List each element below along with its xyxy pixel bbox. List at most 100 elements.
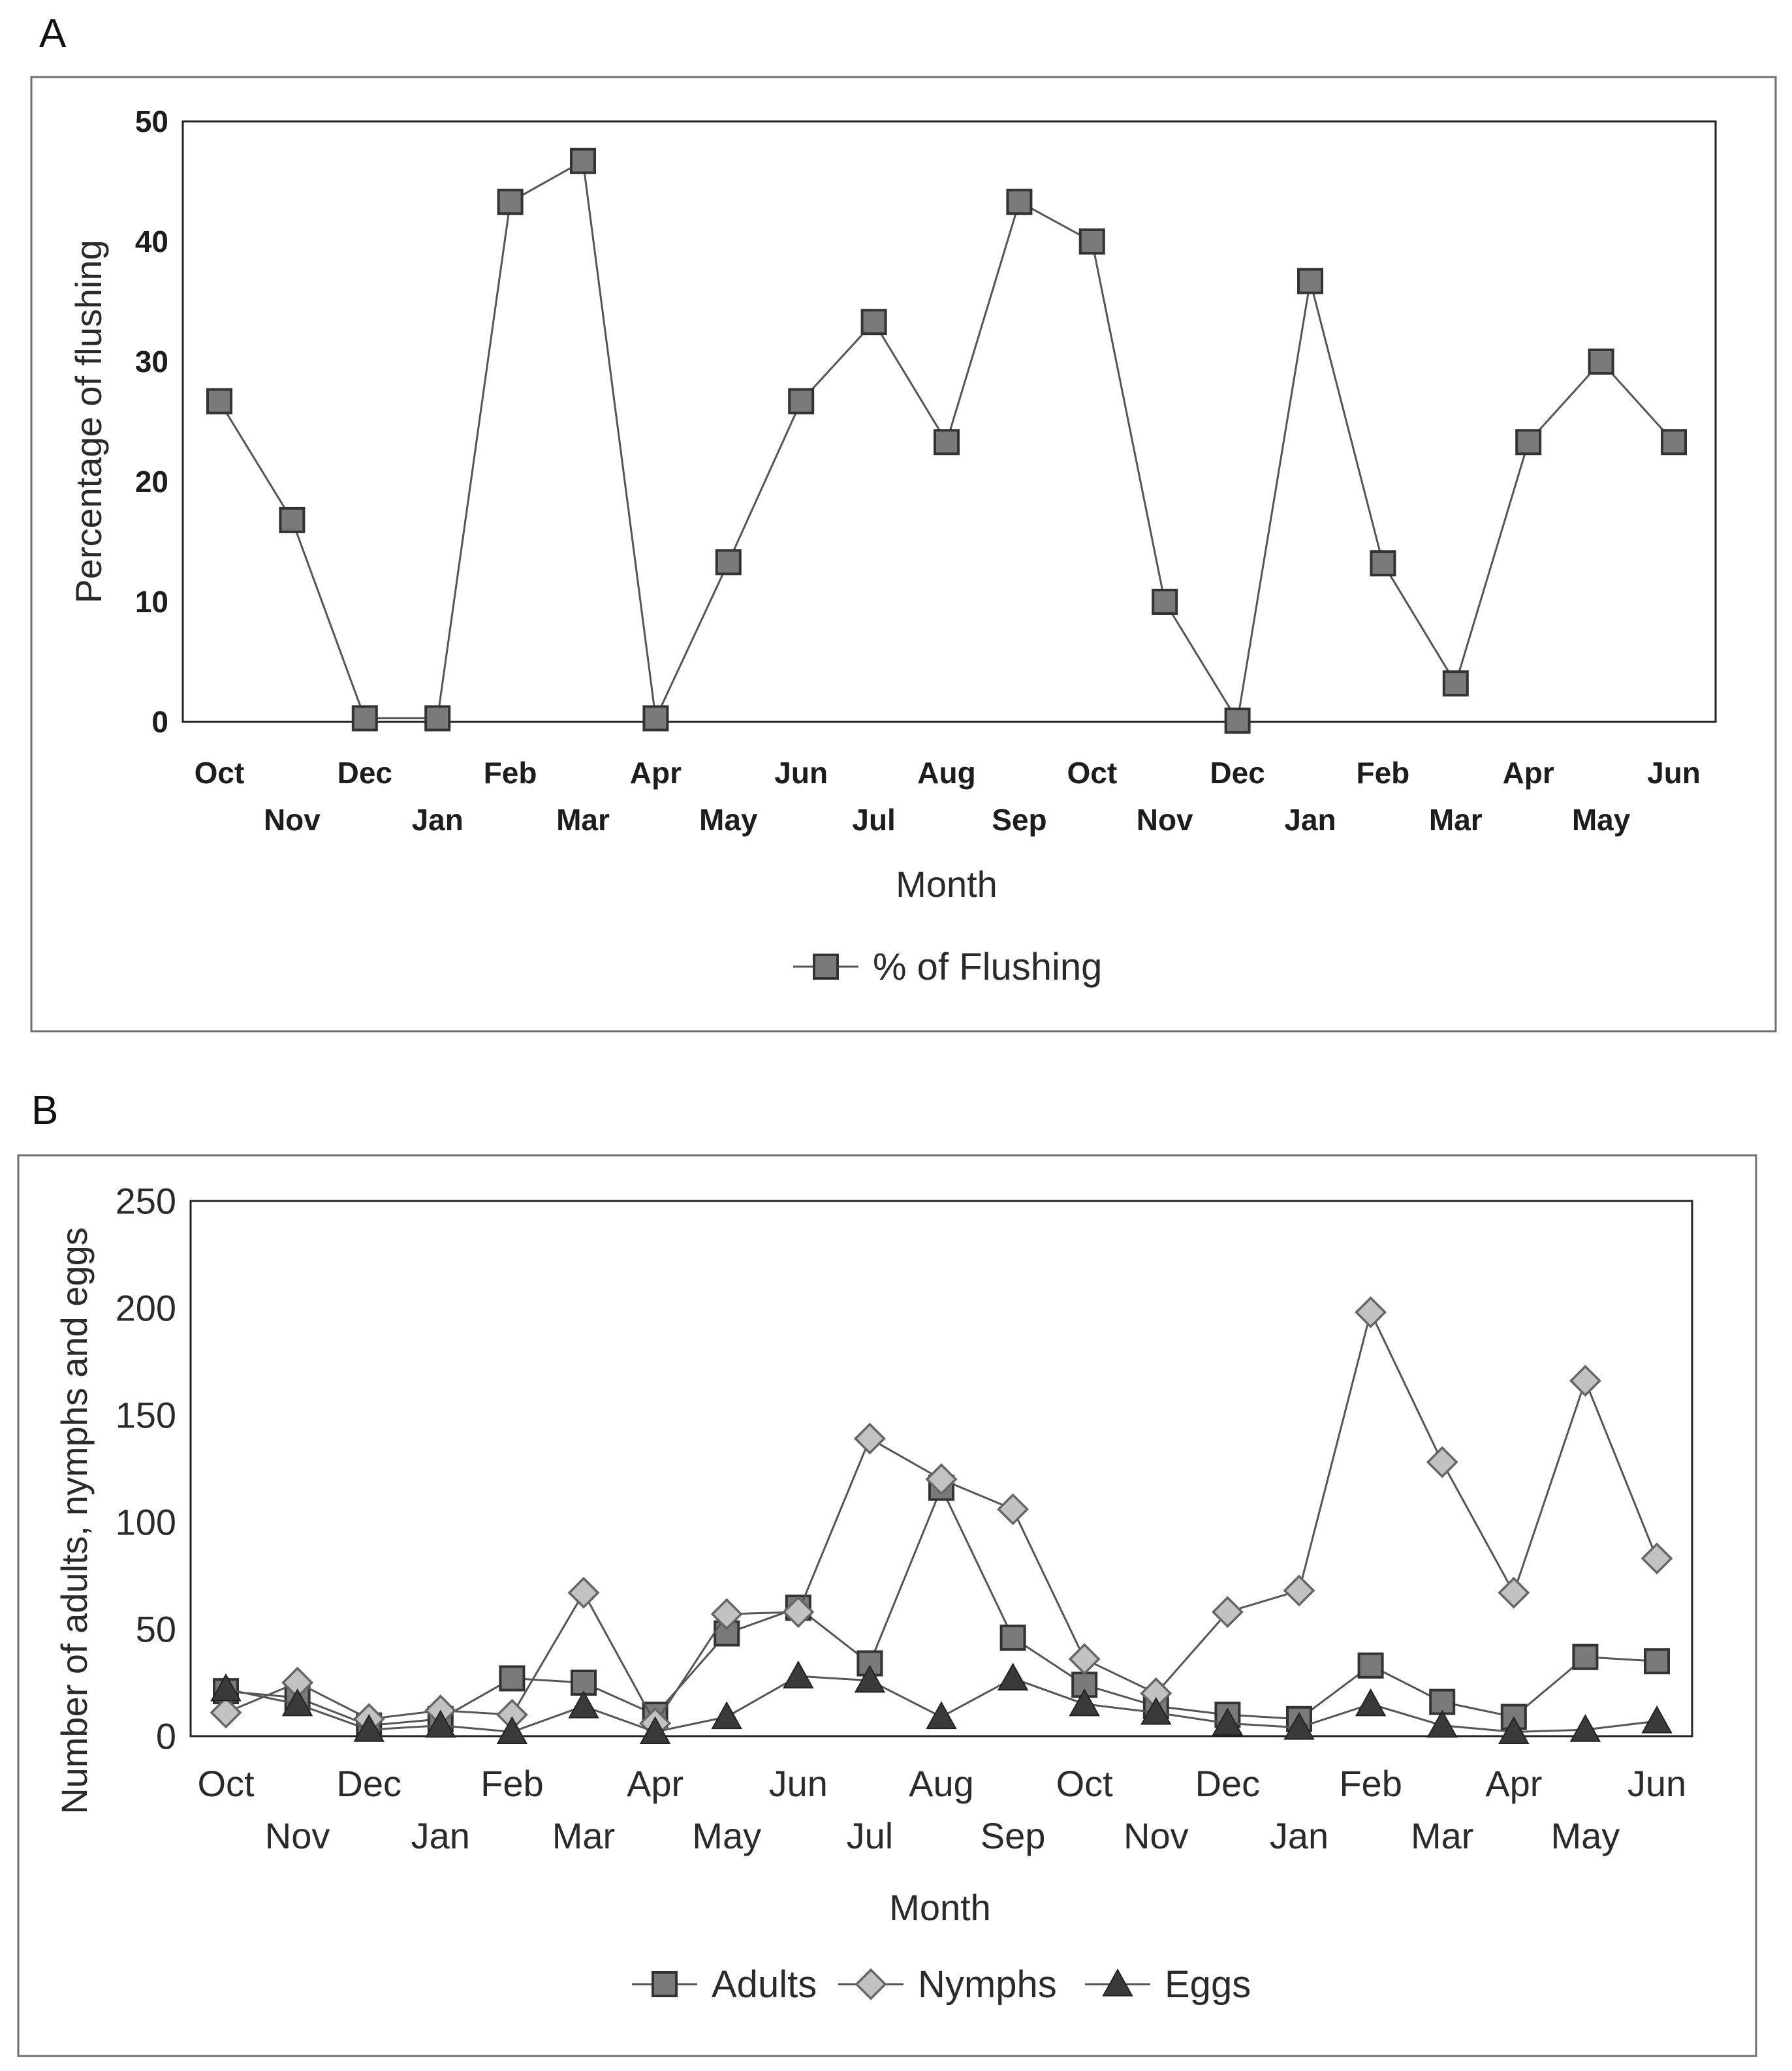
panel-b-x-tick-11: Sep (981, 1815, 1046, 1856)
panel-a-letter: A (39, 11, 67, 56)
panel-b-nymphs-point-11 (997, 1493, 1030, 1525)
panel-b-y-tick-labels: 0 50 100 150 200 250 (116, 1181, 176, 1757)
panel-b-nymphs-point-0 (210, 1696, 242, 1729)
panel-b-eggs-point-7 (711, 1701, 742, 1730)
panel-b-legend: Adults Nymphs Eggs (632, 1963, 1251, 2006)
panel-b-eggs-point-19 (1569, 1714, 1601, 1742)
panel-a-series (206, 148, 1687, 734)
panel-a-of-flushing-point-4 (497, 189, 524, 215)
panel-a-of-flushing-point-16 (1370, 550, 1396, 577)
panel-b-x-tick-13: Nov (1124, 1815, 1189, 1856)
panel-a-y-tick-0: 0 (151, 705, 168, 739)
panel-b-plot-area (189, 1200, 1693, 1737)
panel-a-of-flushing-point-5 (570, 148, 596, 174)
panel-a-x-tick-13: Nov (1137, 803, 1193, 837)
panel-a-y-tick-labels: 0 10 20 30 40 50 (135, 104, 168, 739)
panel-a-of-flushing-point-2 (351, 705, 378, 732)
panel-b-adults-point-17 (1429, 1689, 1456, 1715)
panel-b-x-tick-5: Mar (552, 1815, 615, 1856)
panel-b-legend-eggs-label: Eggs (1165, 1963, 1251, 2006)
panel-b-x-tick-1: Nov (265, 1815, 330, 1856)
panel-a-x-tick-3: Jan (412, 803, 464, 837)
panel-b-eggs-point-2 (353, 1714, 385, 1742)
panel-b-nymphs-point-8 (782, 1596, 815, 1628)
panel-b-legend-nymphs-marker (855, 1968, 887, 2001)
panel-b-x-tick-15: Jan (1270, 1815, 1328, 1856)
panel-a-frame (30, 76, 1777, 1033)
panel-b-eggs-point-12 (1069, 1688, 1100, 1717)
panel-b-nymphs-point-5 (567, 1576, 600, 1609)
panel-b-y-axis-title: Number of adults, nymphs and eggs (54, 1227, 95, 1814)
panel-b-eggs-point-15 (1283, 1711, 1315, 1740)
panel-b-adults-point-4 (499, 1665, 526, 1692)
panel-b-adults-point-20 (1644, 1648, 1670, 1675)
panel-a-x-axis-title: Month (896, 864, 998, 905)
panel-b-letter: B (31, 1088, 58, 1133)
panel-a-of-flushing-point-8 (788, 388, 815, 414)
panel-b-legend-eggs-marker (1102, 1968, 1133, 1997)
panel-b-eggs-point-18 (1498, 1716, 1530, 1745)
panel-a-x-tick-4: Feb (484, 756, 537, 790)
panel-b-legend-adults-label: Adults (712, 1963, 817, 2006)
panel-b-x-tick-20: Jun (1627, 1763, 1686, 1804)
panel-b-adults-point-19 (1572, 1643, 1599, 1670)
panel-a-x-tick-18: Apr (1503, 756, 1554, 790)
panel-a-of-flushing-point-12 (1078, 228, 1105, 255)
panel-a-legend-of-flushing-marker (813, 954, 839, 980)
panel-b-x-tick-3: Jan (411, 1815, 470, 1856)
panel-b-x-tick-8: Jun (769, 1763, 828, 1804)
panel-a-legend-of-flushing-label: % of Flushing (873, 946, 1102, 988)
panel-b-x-tick-18: Apr (1485, 1763, 1542, 1804)
panel-a-x-tick-labels: Oct Nov Dec Jan Feb Mar Apr May Jun Jul Aug Sep Oct N… (195, 756, 1701, 837)
panel-a-x-tick-8: Jun (774, 756, 828, 790)
panel-a-of-flushing-point-6 (642, 705, 669, 732)
panel-b-nymphs-point-12 (1068, 1643, 1101, 1675)
panel-b-x-tick-16: Feb (1339, 1763, 1402, 1804)
panel-b-eggs-point-16 (1355, 1688, 1387, 1717)
panel-b-x-tick-9: Jul (847, 1815, 894, 1856)
panel-b-legend-nymphs-label: Nymphs (918, 1963, 1057, 2006)
panel-b-adults-point-16 (1357, 1652, 1384, 1679)
panel-b-adults-point-11 (999, 1625, 1026, 1651)
panel-b-nymphs-point-19 (1569, 1365, 1601, 1397)
panel-b-x-tick-0: Oct (197, 1763, 255, 1804)
panel-a-x-tick-6: Apr (630, 756, 682, 790)
panel-a-of-flushing-point-14 (1224, 708, 1251, 734)
panel-a-of-flushing-point-9 (860, 309, 887, 335)
panel-a-x-tick-9: Jul (852, 803, 895, 837)
panel-a-x-tick-20: Jun (1647, 756, 1701, 790)
panel-b-x-tick-labels: OctNovDecJanFebMarAprMayJunJulAugSepOctN… (197, 1763, 1686, 1856)
panel-a-of-flushing-point-18 (1515, 429, 1542, 456)
panel-b-nymphs-point-18 (1498, 1576, 1530, 1609)
panel-a-of-flushing-point-3 (424, 705, 451, 732)
panel-a-of-flushing-point-17 (1442, 670, 1469, 697)
panel-a-of-flushing-point-1 (279, 506, 306, 533)
panel-b-eggs-point-14 (1212, 1707, 1244, 1736)
panel-b-nymphs-point-16 (1355, 1296, 1387, 1329)
panel-b-y-tick-250: 250 (116, 1181, 176, 1222)
panel-a-x-tick-14: Dec (1210, 756, 1265, 790)
panel-b-eggs-point-5 (568, 1690, 599, 1719)
panel-b-eggs-point-11 (997, 1662, 1029, 1691)
panel-b-y-tick-0: 0 (156, 1716, 176, 1757)
panel-a-y-tick-40: 40 (135, 225, 168, 258)
panel-b-eggs-point-17 (1426, 1709, 1458, 1738)
panel-b-eggs-point-0 (210, 1673, 242, 1702)
panel-a-y-tick-50: 50 (135, 104, 168, 138)
panel-b-y-tick-50: 50 (136, 1609, 176, 1650)
panel-a-x-tick-12: Oct (1067, 756, 1117, 790)
panel-b-eggs-point-13 (1140, 1696, 1172, 1725)
panel-b-nymphs-point-7 (710, 1598, 743, 1630)
panel-b-x-axis-title: Month (889, 1887, 991, 1928)
panel-a-of-flushing-point-0 (206, 388, 232, 414)
panel-a-x-tick-7: May (699, 803, 758, 837)
panel-a-of-flushing-point-11 (1006, 189, 1033, 215)
panel-b-nymphs-point-15 (1283, 1574, 1315, 1607)
panel-a-y-tick-10: 10 (135, 585, 168, 619)
panel-b-frame (17, 1154, 1757, 2057)
panel-b-nymphs-point-20 (1641, 1542, 1673, 1575)
panel-a-x-tick-15: Jan (1284, 803, 1336, 837)
panel-b-eggs-point-4 (496, 1716, 528, 1745)
panel-a-x-tick-17: Mar (1429, 803, 1483, 837)
